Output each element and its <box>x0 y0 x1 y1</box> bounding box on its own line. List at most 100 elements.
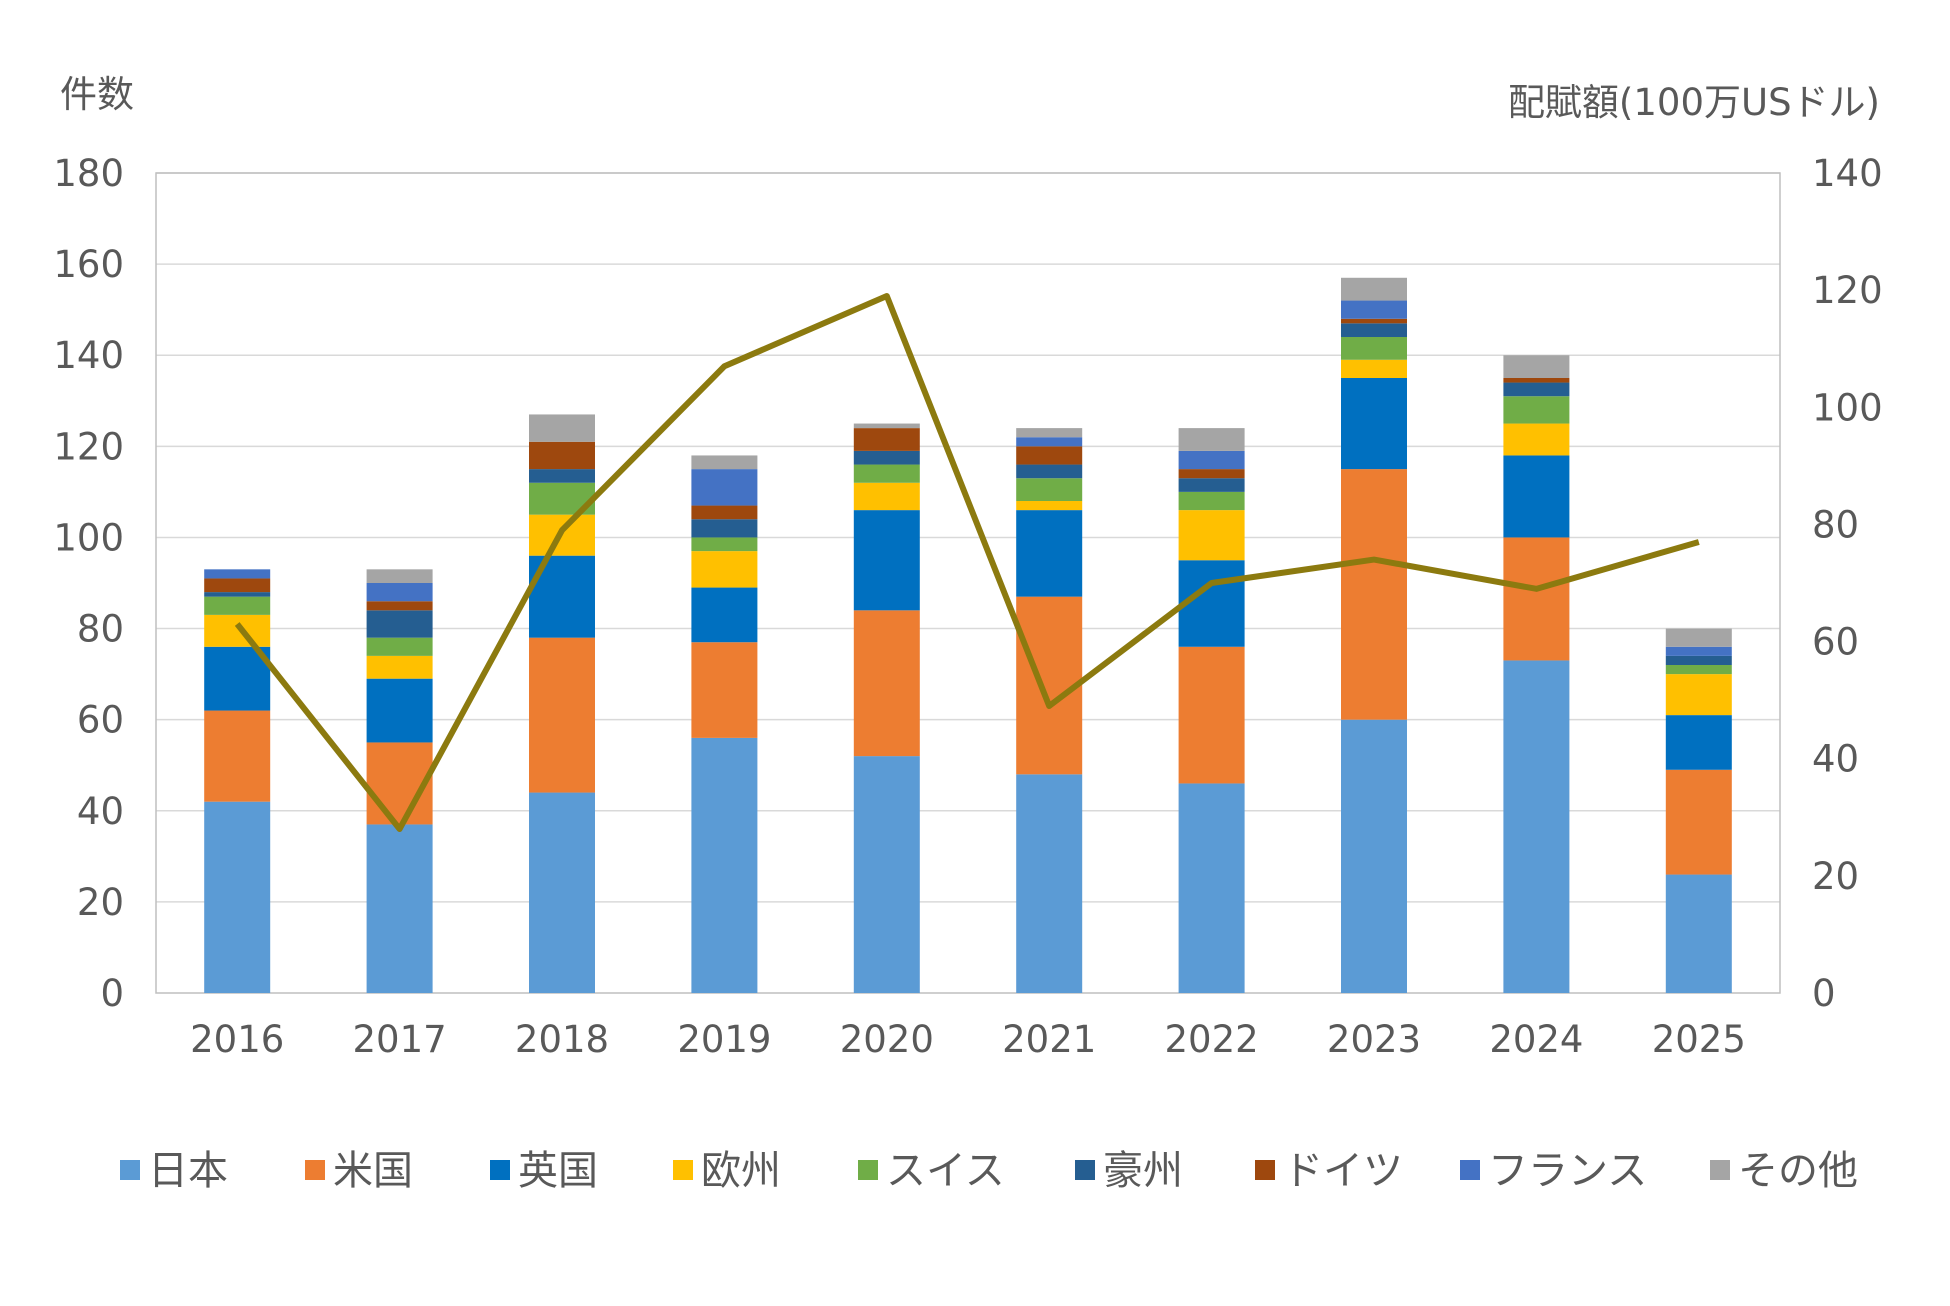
left-tick-label: 180 <box>53 152 124 195</box>
left-tick-label: 160 <box>53 243 124 286</box>
bar-segment <box>1016 510 1083 597</box>
legend: 日本 米国 英国 欧州 スイス 豪州 ドイツ フランス その他 <box>120 1148 1858 1194</box>
bar-segment <box>1178 510 1245 561</box>
plot-area-border <box>155 172 1781 994</box>
x-tick-label: 2020 <box>840 1018 934 1061</box>
left-tick-label: 120 <box>53 425 124 468</box>
bar-segment <box>366 637 433 656</box>
x-tick-label: 2024 <box>1489 1018 1583 1061</box>
bar-segment <box>1178 450 1245 470</box>
bar-segment <box>691 642 758 738</box>
x-tick-label: 2019 <box>677 1018 771 1061</box>
legend-swatch <box>673 1160 693 1180</box>
bar-segment <box>853 428 920 451</box>
bar-segment <box>1503 660 1570 993</box>
legend-label: ドイツ <box>1283 1148 1403 1194</box>
bar-segment <box>529 637 595 793</box>
bar-segment <box>204 710 271 802</box>
bar-segment <box>853 756 920 993</box>
bar-segment <box>366 583 433 602</box>
bar-segment <box>853 610 920 757</box>
bar-segment <box>1341 277 1407 301</box>
bars <box>204 277 1732 993</box>
x-tick-label: 2022 <box>1165 1018 1259 1061</box>
right-tick-label: 100 <box>1812 386 1883 429</box>
right-tick-label: 80 <box>1812 503 1859 546</box>
bar-segment <box>366 610 433 638</box>
bar-segment <box>1665 715 1732 770</box>
bar-segment <box>691 455 758 470</box>
x-tick-label: 2021 <box>1002 1018 1096 1061</box>
legend-item: スイス <box>858 1148 1005 1194</box>
bar-segment <box>1016 446 1083 465</box>
bar-segment <box>1016 464 1083 479</box>
right-tick-label: 140 <box>1812 152 1883 195</box>
bar-segment <box>691 737 758 993</box>
bar-segment <box>1178 428 1245 451</box>
legend-label: 米国 <box>333 1148 413 1194</box>
bar-segment <box>529 441 595 470</box>
left-tick-label: 100 <box>53 516 124 559</box>
legend-label: 豪州 <box>1103 1148 1183 1194</box>
legend-swatch <box>1075 1160 1095 1180</box>
left-tick-label: 40 <box>77 790 124 833</box>
legend-item: 日本 <box>120 1148 228 1194</box>
bar-segment <box>1016 437 1083 447</box>
left-tick-label: 80 <box>77 608 124 651</box>
bar-segment <box>691 551 758 588</box>
bar-segment <box>204 596 271 615</box>
legend-label: 英国 <box>518 1148 598 1194</box>
bar-segment <box>204 646 271 711</box>
legend-item: その他 <box>1710 1148 1858 1194</box>
bar-segment <box>1178 491 1245 511</box>
bar-segment <box>691 469 758 506</box>
legend-swatch <box>858 1160 878 1180</box>
legend-swatch <box>1255 1160 1275 1180</box>
bar-segment <box>1178 560 1245 647</box>
bar-segment <box>1503 423 1570 456</box>
bar-segment <box>1341 318 1407 324</box>
right-axis-title: 配賦額(100万USドル) <box>1508 81 1880 124</box>
bar-segment <box>1341 337 1407 360</box>
bar-segment <box>1016 501 1083 511</box>
bar-segment <box>529 414 595 442</box>
bar-segment <box>366 824 433 993</box>
bar-segment <box>1665 628 1732 647</box>
right-tick-label: 60 <box>1812 621 1859 664</box>
legend-item: 英国 <box>490 1148 598 1194</box>
bar-segment <box>1016 596 1083 775</box>
bar-segment <box>1178 469 1245 479</box>
line-series <box>234 293 1700 832</box>
bar-segment <box>1016 428 1083 438</box>
bar-segment <box>529 469 595 483</box>
bar-segment <box>204 801 271 993</box>
bar-segment <box>1503 396 1570 424</box>
bar-segment <box>1341 378 1407 470</box>
bar-segment <box>1016 478 1083 501</box>
bar-segment <box>1178 478 1245 492</box>
bar-segment <box>1178 783 1245 993</box>
legend-label: フランス <box>1488 1148 1647 1194</box>
bar-segment <box>1341 469 1407 720</box>
legend-item: 米国 <box>305 1148 413 1194</box>
legend-item: 欧州 <box>673 1148 781 1194</box>
bar-segment <box>691 537 758 552</box>
bar-segment <box>691 587 758 643</box>
legend-label: 欧州 <box>701 1148 781 1194</box>
bar-segment <box>366 569 433 583</box>
bar-segment <box>853 482 920 511</box>
bar-segment <box>1503 355 1570 378</box>
left-tick-label: 0 <box>100 972 124 1015</box>
bar-segment <box>204 592 271 597</box>
bar-segment <box>691 519 758 538</box>
bar-segment <box>1503 455 1570 538</box>
bar-segment <box>1341 719 1407 993</box>
legend-label: その他 <box>1738 1148 1858 1194</box>
bar-segment <box>1665 665 1732 675</box>
bar-segment <box>1665 769 1732 875</box>
bar-segment <box>204 614 271 647</box>
legend-label: スイス <box>886 1148 1005 1194</box>
bar-segment <box>1503 378 1570 383</box>
bar-segment <box>853 450 920 465</box>
bar-segment <box>366 655 433 679</box>
